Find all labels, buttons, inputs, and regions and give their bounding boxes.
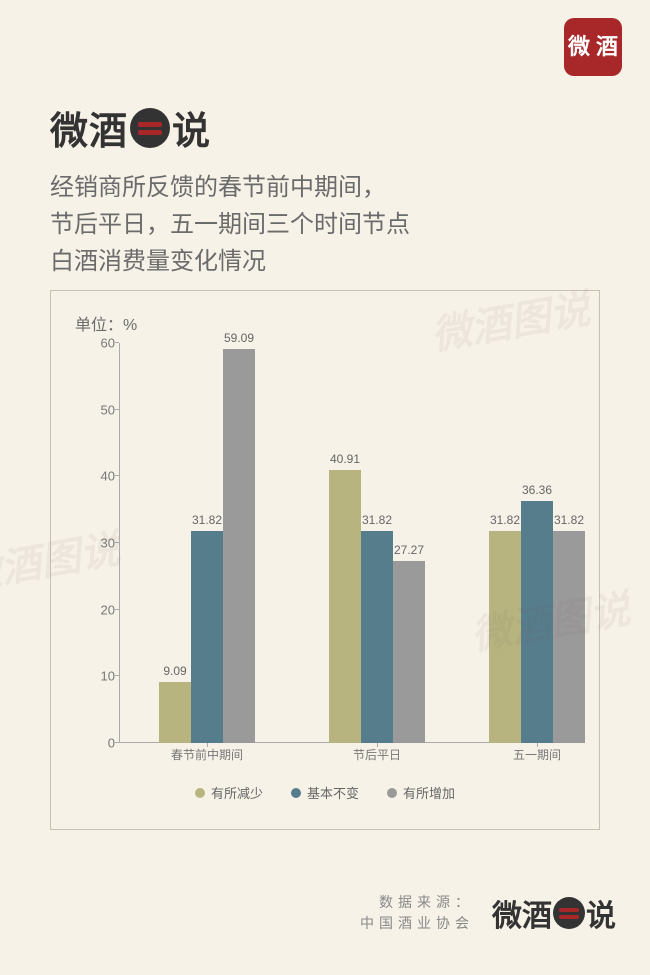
brand-pre: 微酒 — [50, 100, 128, 155]
bar: 31.82 — [553, 531, 585, 743]
legend-item: 有所减少 — [195, 783, 263, 802]
x-category-label: 春节前中期间 — [171, 746, 243, 763]
bar-value-label: 31.82 — [192, 513, 222, 527]
unit-label: 单位：% — [75, 311, 589, 335]
bar-value-label: 31.82 — [490, 513, 520, 527]
footer: 数据来源： 中国酒业协会 微酒 说 — [360, 891, 616, 935]
legend-swatch — [387, 788, 397, 798]
logo-badge: 微 酒 — [564, 18, 622, 76]
bar-value-label: 31.82 — [362, 513, 392, 527]
bar-value-label: 9.09 — [163, 664, 186, 678]
subtitle-line: 节后平日，五一期间三个时间节点 — [50, 206, 410, 243]
legend-item: 有所增加 — [387, 783, 455, 802]
logo-badge-text: 微 酒 — [568, 36, 618, 58]
x-tick-mark — [377, 743, 378, 747]
y-tick-mark — [115, 675, 119, 676]
bar-value-label: 27.27 — [394, 543, 424, 557]
y-tick-mark — [115, 342, 119, 343]
bar-value-label: 40.91 — [330, 452, 360, 466]
x-category-label: 五一期间 — [513, 746, 561, 763]
bar-group: 40.9131.8227.27 — [329, 470, 425, 743]
y-tick-label: 20 — [81, 602, 115, 617]
bar: 9.09 — [159, 682, 191, 743]
y-tick-mark — [115, 409, 119, 410]
y-tick-label: 60 — [81, 336, 115, 351]
y-tick-label: 40 — [81, 469, 115, 484]
y-tick-label: 0 — [81, 736, 115, 751]
bar: 59.09 — [223, 349, 255, 743]
footer-brand-pre: 微酒 — [492, 891, 552, 935]
bar: 31.82 — [361, 531, 393, 743]
header: 微酒 说 经销商所反馈的春节前中期间， 节后平日，五一期间三个时间节点 白酒消费… — [50, 100, 410, 281]
legend-item: 基本不变 — [291, 783, 359, 802]
y-tick-mark — [115, 609, 119, 610]
y-tick-mark — [115, 475, 119, 476]
footer-brand-post: 说 — [586, 891, 616, 935]
page-subtitle: 经销商所反馈的春节前中期间， 节后平日，五一期间三个时间节点 白酒消费量变化情况 — [50, 169, 410, 281]
y-tick-label: 10 — [81, 669, 115, 684]
brand-post: 说 — [172, 100, 211, 155]
y-tick-label: 50 — [81, 402, 115, 417]
x-tick-mark — [207, 743, 208, 747]
legend-label: 基本不变 — [307, 783, 359, 802]
subtitle-line: 白酒消费量变化情况 — [50, 243, 410, 280]
chart-legend: 有所减少 基本不变 有所增加 — [61, 783, 589, 802]
y-tick-label: 30 — [81, 536, 115, 551]
footer-brand: 微酒 说 — [492, 891, 616, 935]
y-tick-mark — [115, 542, 119, 543]
bar: 31.82 — [489, 531, 521, 743]
brand-title: 微酒 说 — [50, 100, 410, 155]
footer-tu-icon — [553, 897, 585, 929]
bar-group: 31.8236.3631.82 — [489, 501, 585, 743]
legend-swatch — [291, 788, 301, 798]
chart-plot: 9.0931.8259.09春节前中期间40.9131.8227.27节后平日3… — [81, 343, 581, 743]
chart-container: 单位：% 9.0931.8259.09春节前中期间40.9131.8227.27… — [50, 290, 600, 830]
subtitle-line: 经销商所反馈的春节前中期间， — [50, 169, 410, 206]
bars-area: 9.0931.8259.09春节前中期间40.9131.8227.27节后平日3… — [119, 343, 581, 743]
legend-label: 有所减少 — [211, 783, 263, 802]
brand-tu-icon — [130, 108, 170, 148]
bar-group: 9.0931.8259.09 — [159, 349, 255, 743]
data-source: 数据来源： 中国酒业协会 — [360, 892, 474, 934]
bar: 36.36 — [521, 501, 553, 743]
legend-swatch — [195, 788, 205, 798]
x-category-label: 节后平日 — [353, 746, 401, 763]
y-tick-mark — [115, 742, 119, 743]
source-label: 数据来源： — [360, 892, 474, 913]
bar: 31.82 — [191, 531, 223, 743]
legend-label: 有所增加 — [403, 783, 455, 802]
bar: 27.27 — [393, 561, 425, 743]
bar-value-label: 36.36 — [522, 483, 552, 497]
bar: 40.91 — [329, 470, 361, 743]
x-tick-mark — [537, 743, 538, 747]
source-value: 中国酒业协会 — [360, 913, 474, 934]
bar-value-label: 31.82 — [554, 513, 584, 527]
bar-value-label: 59.09 — [224, 331, 254, 345]
